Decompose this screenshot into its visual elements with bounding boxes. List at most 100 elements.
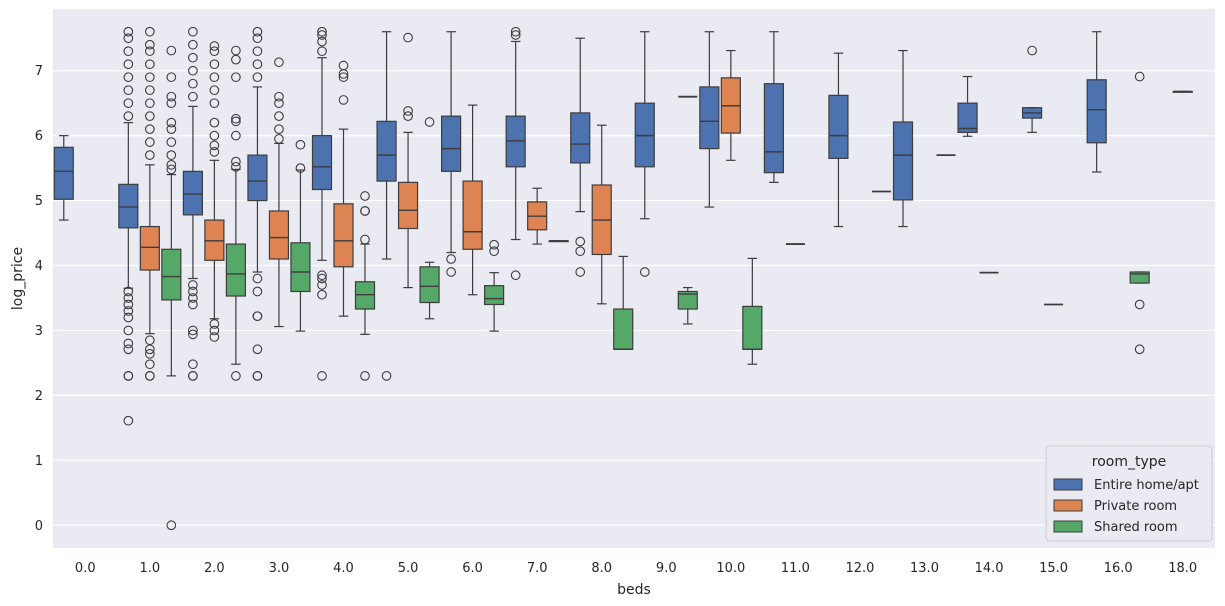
- x-tick-label: 7.0: [527, 561, 548, 576]
- outlier-point: [123, 325, 134, 336]
- outlier-point: [209, 117, 220, 128]
- single-value-marks: [678, 95, 1064, 306]
- outlier-point: [446, 254, 456, 264]
- box: [570, 37, 591, 277]
- legend-title: room_type: [1092, 454, 1167, 470]
- outlier-point: [639, 267, 650, 277]
- box: [957, 75, 978, 137]
- box-iqr: [182, 170, 203, 216]
- outlier-point: [188, 65, 198, 76]
- box-iqr: [225, 243, 246, 297]
- outlier-point: [123, 312, 134, 323]
- y-tick-labels: 0 1 2 3 4 5 6 7: [35, 64, 43, 534]
- outlier-point: [403, 111, 413, 122]
- box-iqr: [1129, 271, 1150, 284]
- outlier-point: [144, 137, 155, 147]
- series-private-room: [139, 26, 741, 381]
- x-tick-label: 6.0: [462, 561, 483, 576]
- outlier-point: [317, 26, 327, 37]
- x-tick-label: 8.0: [591, 561, 612, 576]
- outlier-point: [188, 280, 198, 290]
- box: [311, 26, 333, 381]
- series-shared-room: [161, 45, 1150, 531]
- outlier-point: [123, 344, 134, 355]
- legend-label: Entire home/apt: [1094, 478, 1199, 493]
- box: [419, 117, 440, 320]
- outlier-point: [1134, 299, 1145, 310]
- outlier-point: [338, 72, 349, 83]
- outlier-point: [489, 239, 499, 250]
- outlier-point: [144, 150, 155, 160]
- outlier-point: [252, 33, 263, 44]
- outlier-point: [274, 91, 284, 102]
- outlier-point: [360, 191, 370, 201]
- outlier-point: [231, 156, 241, 167]
- legend: room_type Entire home/apt Private room Sha…: [1045, 445, 1213, 542]
- box: [118, 26, 139, 426]
- y-tick-label: 2: [35, 389, 43, 404]
- box-iqr: [484, 285, 505, 306]
- x-tick-label: 1.0: [139, 561, 160, 576]
- outlier-point: [424, 117, 435, 127]
- outlier-point: [123, 306, 134, 316]
- box: [1172, 90, 1193, 93]
- outlier-point: [166, 520, 177, 531]
- outlier-point: [188, 371, 198, 381]
- outlier-point: [231, 130, 241, 141]
- series-entire-home-apt: [53, 26, 1193, 426]
- outlier-point: [403, 32, 413, 43]
- outlier-point: [274, 124, 284, 134]
- box-iqr: [462, 180, 483, 250]
- box: [139, 26, 160, 381]
- box: [268, 57, 290, 328]
- outlier-point: [144, 359, 155, 370]
- outlier-point: [317, 289, 327, 300]
- outlier-point: [166, 91, 177, 102]
- outlier-point: [360, 234, 370, 245]
- outlier-point: [166, 124, 177, 134]
- outlier-point: [575, 246, 586, 257]
- box: [720, 49, 741, 161]
- box-iqr: [1086, 79, 1107, 144]
- outlier-point: [188, 78, 198, 89]
- box: [527, 187, 548, 245]
- outlier-point: [188, 293, 198, 303]
- outlier-point: [144, 124, 155, 134]
- box: [484, 239, 505, 332]
- outlier-point: [144, 98, 155, 109]
- box: [892, 49, 914, 228]
- box: [763, 31, 784, 183]
- x-tick-label: 0.0: [75, 561, 96, 576]
- outlier-point: [123, 286, 134, 297]
- outlier-point: [252, 344, 263, 355]
- x-tick-label: 3.0: [269, 561, 290, 576]
- outlier-point: [317, 30, 327, 40]
- box-iqr: [828, 94, 849, 159]
- outlier-point: [144, 59, 155, 70]
- outlier-point: [317, 371, 327, 381]
- box: [161, 45, 182, 531]
- y-tick-label: 1: [35, 454, 43, 469]
- outlier-point: [231, 161, 241, 172]
- outlier-point: [144, 85, 155, 96]
- outlier-point: [209, 98, 220, 109]
- outlier-point: [144, 111, 155, 122]
- legend-swatch: [1053, 520, 1083, 533]
- box: [591, 124, 612, 305]
- outlier-point: [188, 329, 198, 340]
- box: [204, 41, 225, 342]
- box-iqr: [441, 115, 462, 172]
- box-iqr: [376, 120, 397, 182]
- grid-lines: [53, 70, 1215, 526]
- outlier-point: [295, 139, 306, 150]
- outlier-point: [510, 26, 521, 37]
- x-tick-label: 16.0: [1104, 561, 1133, 576]
- box-iqr: [139, 225, 160, 271]
- outlier-point: [166, 164, 177, 175]
- box-iqr: [397, 181, 419, 230]
- outlier-point: [252, 286, 263, 297]
- outlier-point: [381, 371, 392, 381]
- y-tick-label: 5: [35, 194, 43, 209]
- box-iqr: [613, 308, 634, 350]
